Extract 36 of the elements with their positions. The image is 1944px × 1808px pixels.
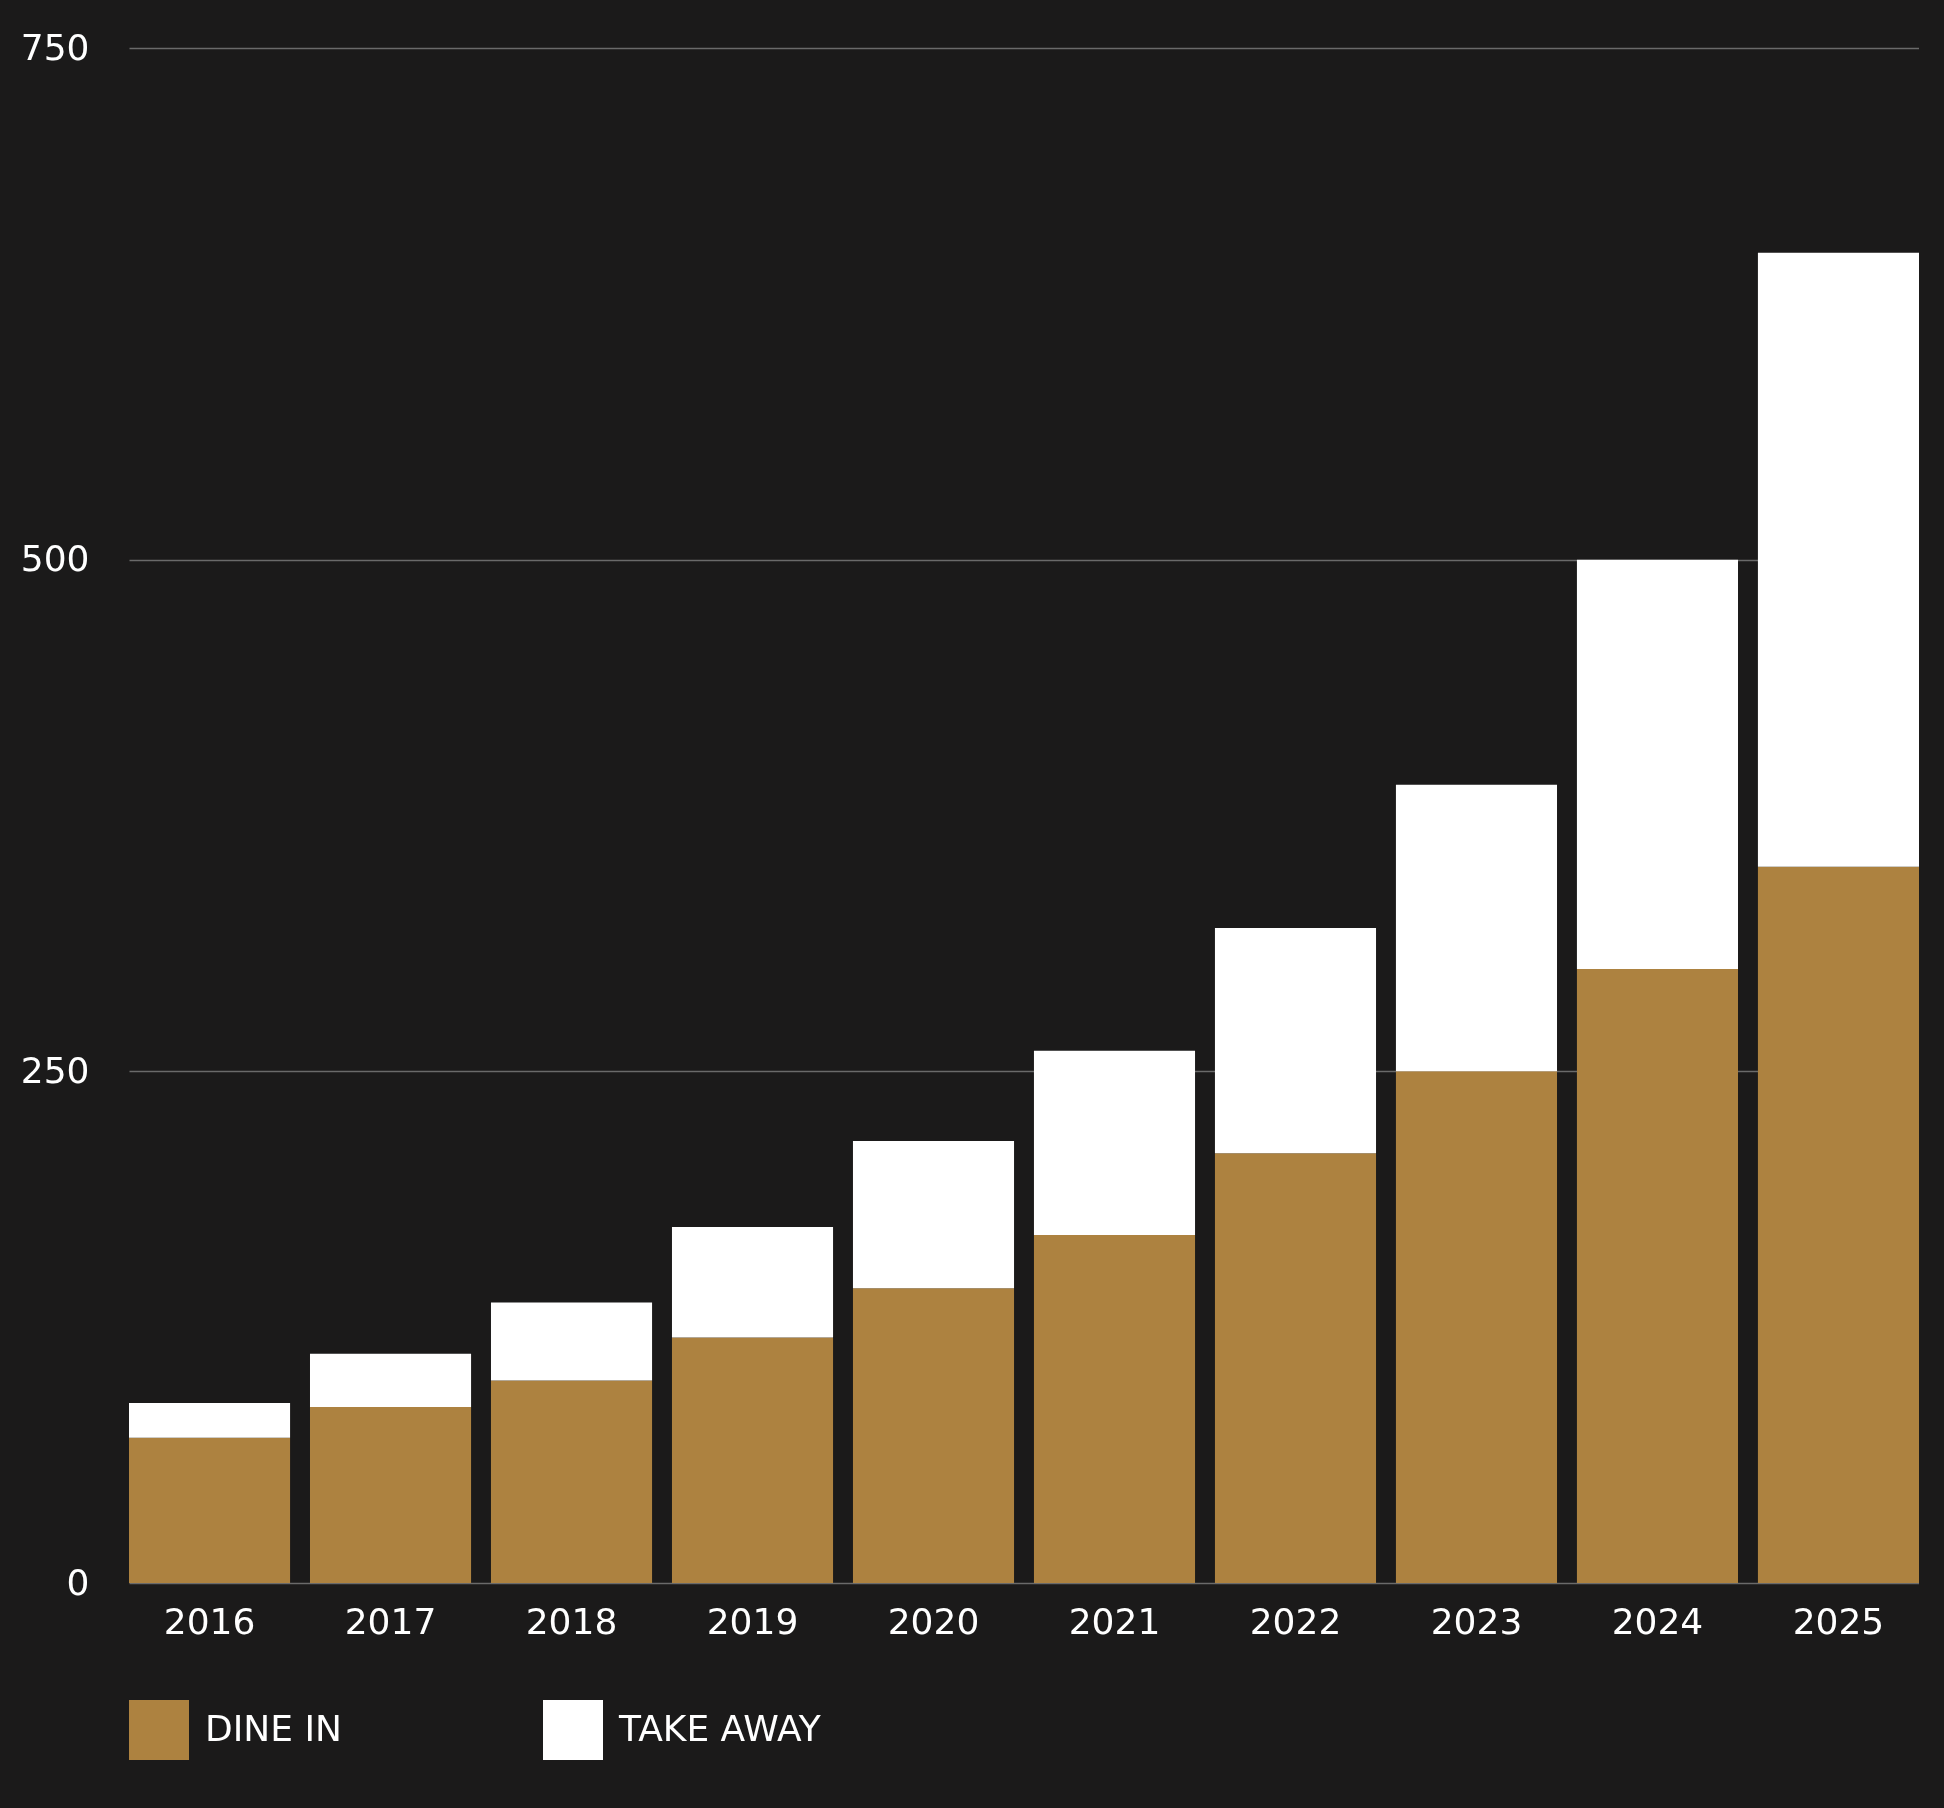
y-tick-label: 250 [20,1049,90,1091]
y-tick-label: 0 [66,1561,90,1603]
bar [490,1302,653,1381]
bar [1757,866,1919,1583]
x-tick-label: 2021 [1068,1600,1161,1642]
bar [1395,784,1558,1072]
bar [129,1437,291,1583]
x-tick-label: 2016 [163,1600,256,1642]
bar [671,1337,834,1583]
bar [490,1380,653,1583]
bar [852,1288,1015,1583]
legend-label: TAKE AWAY [618,1708,822,1749]
bar [1033,1235,1196,1583]
bar [1576,969,1739,1583]
y-tick-label: 500 [20,538,90,580]
bar [671,1226,834,1338]
legend-label: DINE IN [205,1708,343,1749]
bar [852,1140,1015,1289]
x-tick-label: 2019 [706,1600,799,1642]
bar [309,1406,472,1583]
bar [1576,559,1739,969]
x-tick-label: 2020 [887,1600,980,1642]
bar [1033,1050,1196,1236]
x-tick-label: 2022 [1249,1600,1342,1642]
x-tick-label: 2023 [1430,1600,1523,1642]
bar [1757,252,1919,867]
bar [1214,1153,1377,1583]
bar [1395,1071,1558,1583]
bar [129,1402,291,1438]
x-tick-label: 2025 [1792,1600,1885,1642]
bar [309,1353,472,1407]
bar [1214,928,1377,1154]
x-tick-label: 2017 [344,1600,437,1642]
y-tick-label: 750 [20,26,90,68]
x-tick-label: 2024 [1611,1600,1704,1642]
x-tick-label: 2018 [525,1600,618,1642]
